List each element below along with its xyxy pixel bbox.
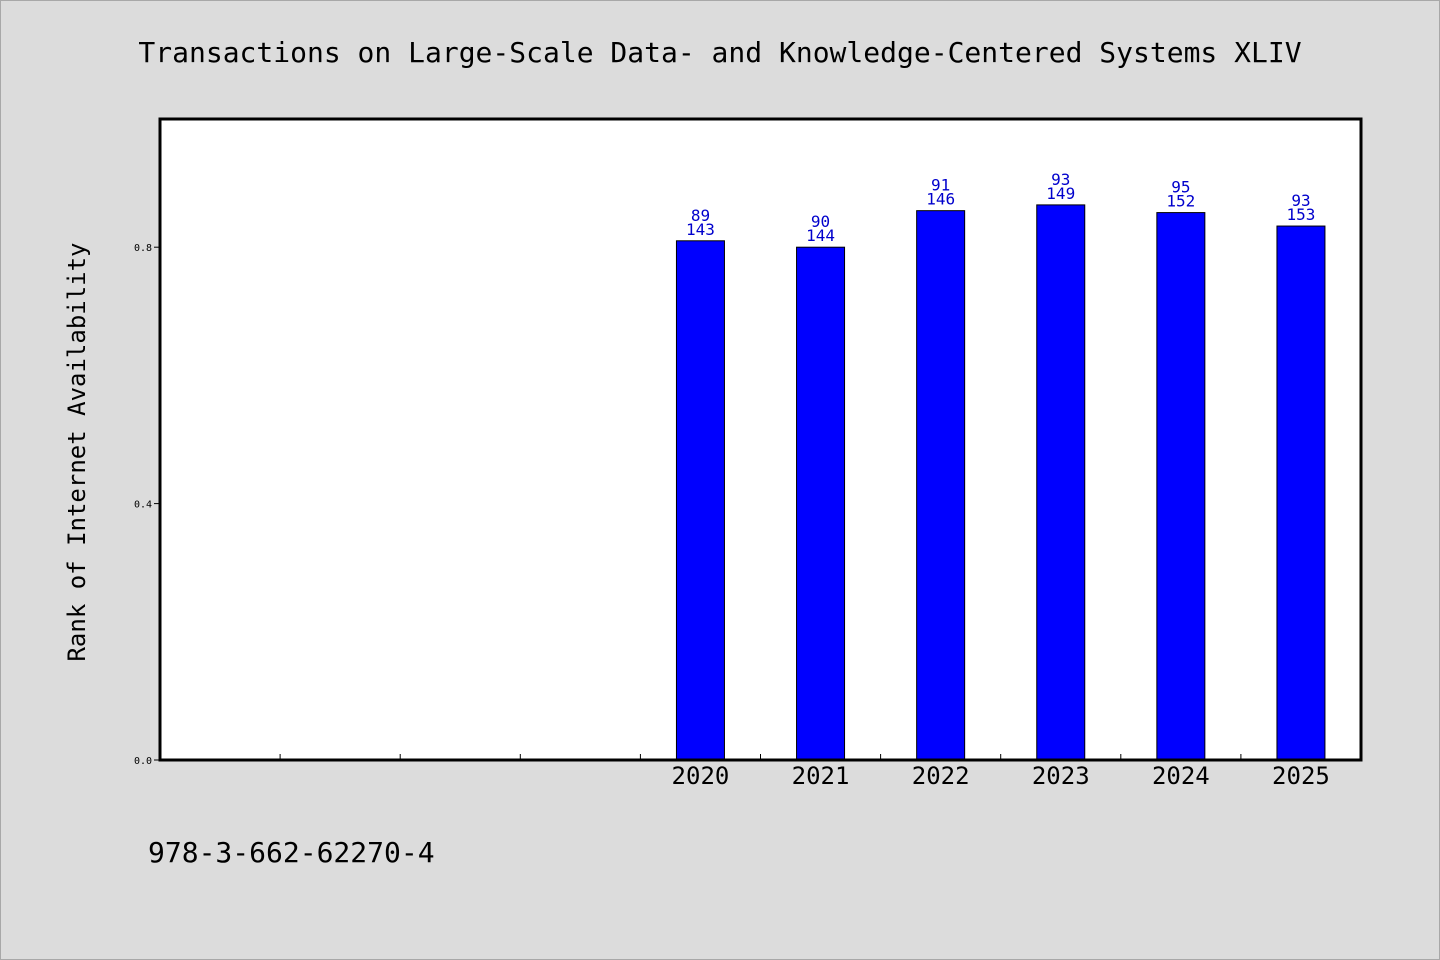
bar [675, 240, 725, 761]
y-tick-label: 0.8 [134, 243, 152, 254]
bar [1276, 225, 1326, 761]
x-tick-label: 2023 [1032, 762, 1090, 790]
bar-label-bottom: 143 [686, 220, 715, 239]
y-axis-label: Rank of Internet Availability [63, 242, 91, 661]
bar-label-bottom: 149 [1046, 184, 1075, 203]
bar [796, 246, 846, 761]
y-tick-label: 0.0 [134, 756, 152, 767]
bar-label-top: 93 [1291, 191, 1310, 210]
bar-label-top: 91 [931, 176, 950, 195]
chart-title: Transactions on Large-Scale Data- and Kn… [138, 36, 1301, 69]
bar-label-bottom: 152 [1166, 192, 1195, 211]
bar-label-top: 90 [811, 212, 830, 231]
bar-label-bottom: 153 [1286, 205, 1315, 224]
y-tick-label: 0.4 [134, 500, 152, 511]
bar-label-top: 89 [691, 206, 710, 225]
x-tick-label: 2025 [1272, 762, 1330, 790]
bar-label-bottom: 144 [806, 226, 835, 245]
x-tick-label: 2020 [672, 762, 730, 790]
bar-label-top: 93 [1051, 170, 1070, 189]
bar-label-top: 95 [1171, 178, 1190, 197]
bar [1036, 204, 1086, 761]
axis-ticks: 0.0 0.4 0.8 2020 2021 2022 2023 2024 2025 [134, 243, 1330, 790]
isbn-text: 978-3-662-62270-4 [148, 836, 435, 869]
x-tick-label: 2024 [1152, 762, 1210, 790]
x-tick-label: 2021 [792, 762, 850, 790]
plot-border [158, 117, 1363, 762]
bar-label-bottom: 146 [926, 190, 955, 209]
x-tick-label: 2022 [912, 762, 970, 790]
bar [916, 210, 966, 761]
bar [1156, 212, 1206, 761]
